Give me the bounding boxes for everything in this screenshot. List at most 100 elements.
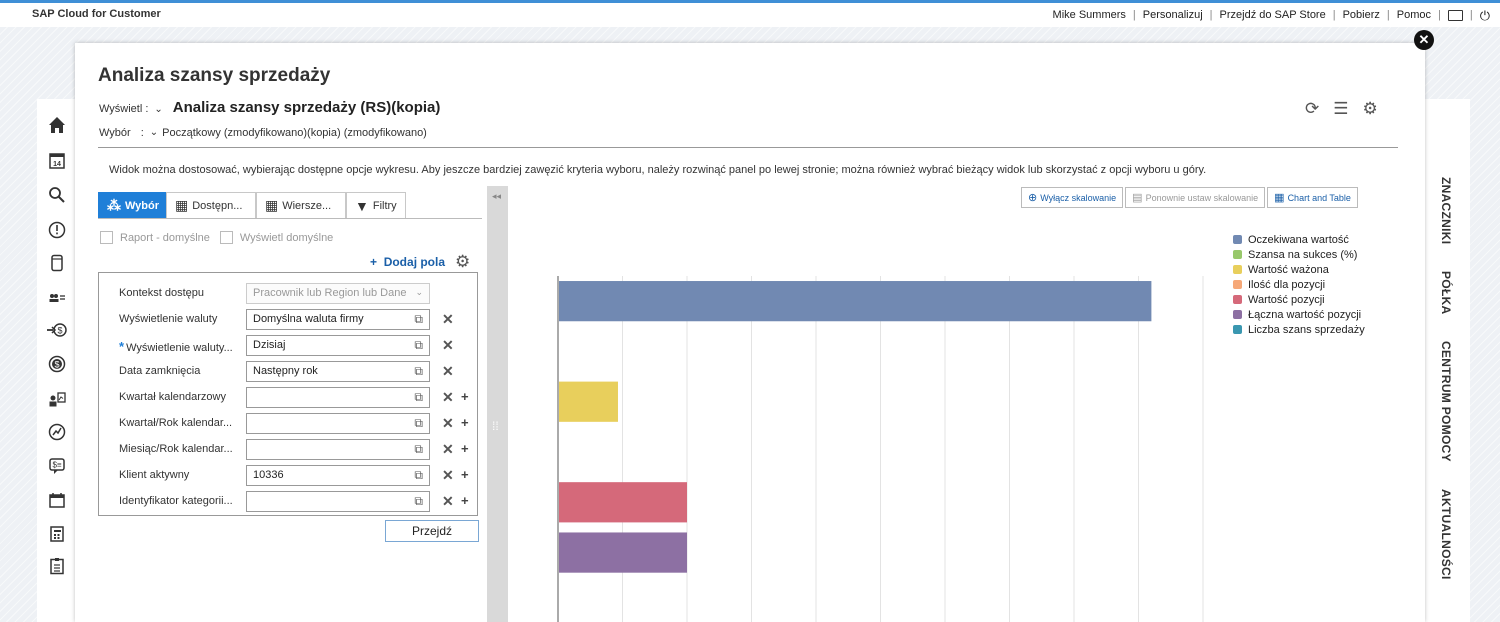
gear-icon[interactable]: ⚙ (455, 252, 471, 271)
home-icon[interactable] (46, 114, 68, 136)
currency-date-input[interactable]: Dzisiaj ⧉ (246, 335, 430, 356)
clear-icon[interactable]: ✕ (442, 363, 454, 379)
add-icon[interactable]: + (461, 441, 469, 456)
tab-label: Wiersze... (282, 199, 332, 212)
users-list-icon[interactable] (46, 286, 68, 308)
user-name[interactable]: Mike Summers (1052, 9, 1126, 21)
resize-grip-icon[interactable]: ⁞⁞ (492, 419, 499, 433)
tab-filters[interactable]: ▼ Filtry (346, 192, 406, 218)
go-button[interactable]: Przejdź (385, 520, 479, 542)
zoom-off-label: Wyłącz skalowanie (1040, 192, 1117, 203)
tab-help-center[interactable]: CENTRUM POMOCY (1439, 341, 1453, 463)
filter-value: Następny rok (253, 365, 318, 377)
clear-icon[interactable]: ✕ (442, 389, 454, 405)
sap-store-link[interactable]: Przejdź do SAP Store (1219, 9, 1326, 21)
tablet-icon[interactable] (46, 252, 68, 274)
add-icon[interactable]: + (461, 493, 469, 508)
show-default-checkbox[interactable] (219, 231, 233, 244)
calendar-quarter-input[interactable]: ⧉ (246, 387, 430, 408)
selection-selector[interactable]: Początkowy (zmodyfikowano)(kopia) (zmody… (162, 127, 427, 139)
add-icon[interactable]: + (461, 415, 469, 430)
legend-item[interactable]: Szansa na sukces (%) (1233, 247, 1365, 262)
personalize-link[interactable]: Personalizuj (1142, 9, 1203, 21)
add-fields-button[interactable]: + Dodaj pola (370, 255, 446, 269)
chevron-down-icon[interactable]: ⌄ (149, 127, 159, 138)
clear-icon[interactable]: ✕ (442, 441, 454, 457)
currency-display-input[interactable]: Domyślna waluta firmy ⧉ (246, 309, 430, 330)
filter-icon: ▼ (355, 197, 369, 214)
gear-icon[interactable]: ⚙ (1362, 99, 1378, 118)
value-help-icon[interactable]: ⧉ (414, 442, 423, 456)
value-help-icon[interactable]: ⧉ (414, 338, 423, 352)
person-chart-icon[interactable] (46, 388, 68, 410)
legend-item[interactable]: Liczba szans sprzedaży (1233, 322, 1365, 337)
legend-item[interactable]: Wartość ważona (1233, 262, 1365, 277)
header-icons: ⟳ ☰ ⚙ (1305, 99, 1378, 119)
view-selector[interactable]: Analiza szansy sprzedaży (RS)(kopia) (172, 99, 441, 116)
clear-icon[interactable]: ✕ (442, 311, 454, 327)
value-help-icon[interactable]: ⧉ (414, 312, 423, 326)
active-customer-input[interactable]: 10336 ⧉ (246, 465, 430, 486)
category-id-input[interactable]: ⧉ (246, 491, 430, 512)
legend-item[interactable]: Wartość pozycji (1233, 292, 1365, 307)
month-year-input[interactable]: ⧉ (246, 439, 430, 460)
clear-icon[interactable]: ✕ (442, 415, 454, 431)
price-tag-icon[interactable]: $≡ (46, 455, 68, 477)
chevron-down-icon[interactable]: ⌄ (154, 104, 163, 115)
checklist-icon[interactable] (46, 555, 68, 577)
calculator-icon[interactable] (46, 523, 68, 545)
chart-and-table-button[interactable]: ▦ Chart and Table (1267, 187, 1358, 208)
legend-label: Szansa na sukces (%) (1248, 248, 1358, 261)
calendar-icon[interactable] (46, 489, 68, 511)
alert-icon[interactable] (46, 219, 68, 241)
reset-zoom-button[interactable]: ▤ Ponownie ustaw skalowanie (1125, 187, 1266, 208)
refresh-icon[interactable]: ⟳ (1305, 99, 1320, 118)
tab-available[interactable]: ▦ Dostępn... (166, 192, 256, 218)
analytics-icon[interactable] (46, 421, 68, 443)
add-icon[interactable]: + (461, 467, 469, 482)
screen-icon[interactable] (1447, 9, 1463, 21)
tab-shelf[interactable]: PÓŁKA (1439, 271, 1453, 315)
legend-swatch (1233, 325, 1242, 334)
legend-item[interactable]: Oczekiwana wartość (1233, 232, 1365, 247)
tab-selection[interactable]: ⁂ Wybór (98, 192, 166, 218)
legend-swatch (1233, 295, 1242, 304)
tab-news[interactable]: AKTUALNOŚCI (1439, 488, 1453, 580)
clear-icon[interactable]: ✕ (442, 467, 454, 483)
svg-text:$: $ (57, 326, 62, 336)
report-default-checkbox[interactable] (100, 231, 113, 244)
tab-tags[interactable]: ZNACZNIKI (1439, 177, 1453, 245)
power-icon[interactable]: ⏻ (1479, 7, 1490, 23)
tab-rows[interactable]: ▦ Wiersze... (256, 192, 346, 218)
value-help-icon[interactable]: ⧉ (414, 494, 423, 508)
help-link[interactable]: Pomoc (1396, 9, 1431, 21)
zoom-off-button[interactable]: ⊕ Wyłącz skalowanie (1021, 187, 1124, 208)
download-link[interactable]: Pobierz (1342, 9, 1380, 21)
clear-icon[interactable]: ✕ (442, 493, 454, 509)
dollar-circle-icon[interactable]: $ (46, 353, 68, 375)
value-help-icon[interactable]: ⧉ (414, 390, 423, 404)
calendar-14-icon[interactable]: 14 (46, 149, 68, 171)
table-icon: ▦ (175, 197, 189, 213)
add-icon[interactable]: + (461, 389, 469, 404)
panel-tabs: ⁂ Wybór ▦ Dostępn... ▦ Wiersze... ▼ Filt… (98, 192, 406, 218)
value-help-icon[interactable]: ⧉ (414, 364, 423, 378)
quarter-year-input[interactable]: ⧉ (246, 413, 430, 434)
search-icon[interactable] (46, 184, 68, 206)
clear-icon[interactable]: ✕ (442, 337, 454, 353)
legend-label: Wartość pozycji (1248, 293, 1325, 306)
filter-value: 10336 (253, 469, 284, 481)
legend-item[interactable]: Ilość dla pozycji (1233, 277, 1365, 292)
legend-swatch (1233, 310, 1242, 319)
value-help-icon[interactable]: ⧉ (414, 468, 423, 482)
filter-row: Kontekst dostępu Pracownik lub Region lu… (99, 283, 477, 305)
close-date-input[interactable]: Następny rok ⧉ (246, 361, 430, 382)
collapse-left-icon[interactable]: ◂◂ (492, 191, 502, 201)
arrow-dollar-icon[interactable]: $ (46, 319, 68, 341)
legend-item[interactable]: Łączna wartość pozycji (1233, 307, 1365, 322)
sort-filter-icon[interactable]: ☰ (1333, 99, 1349, 118)
close-icon[interactable]: ✕ (1414, 30, 1434, 50)
panel-splitter[interactable]: ◂◂ ⁞⁞ (487, 186, 508, 622)
access-context-select[interactable]: Pracownik lub Region lub Dane ⌄ (246, 283, 430, 304)
value-help-icon[interactable]: ⧉ (414, 416, 423, 430)
